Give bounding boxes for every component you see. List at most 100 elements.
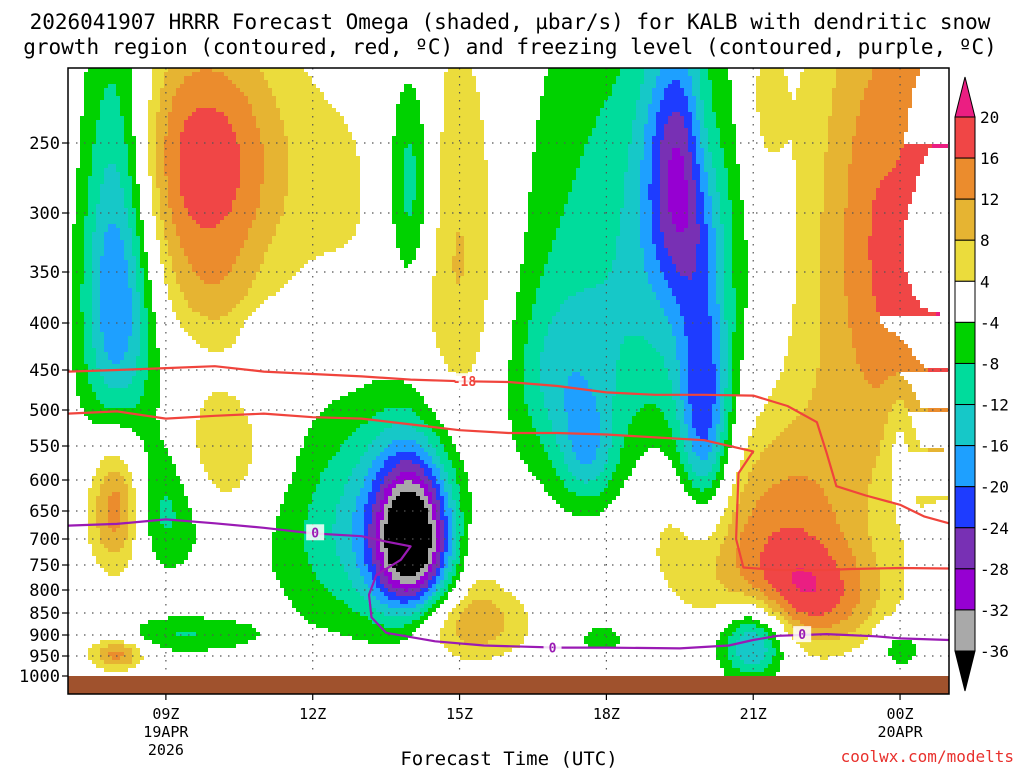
- omega-cell: [312, 424, 360, 428]
- omega-cell: [380, 432, 424, 436]
- omega-cell: [440, 476, 448, 480]
- omega-cell: [776, 600, 788, 604]
- omega-cell: [720, 664, 732, 668]
- omega-cell: [404, 148, 412, 152]
- omega-cell: [856, 560, 876, 564]
- omega-cell: [428, 600, 436, 604]
- omega-cell: [796, 280, 820, 284]
- omega-cell: [100, 192, 124, 196]
- omega-cell: [440, 436, 452, 440]
- omega-cell: [560, 448, 572, 452]
- omega-cell: [544, 268, 612, 272]
- omega-cell: [116, 168, 128, 172]
- omega-cell: [880, 312, 936, 316]
- omega-cell: [328, 588, 356, 592]
- omega-cell: [440, 156, 484, 160]
- omega-cell: [436, 496, 444, 500]
- omega-cell: [448, 612, 460, 616]
- omega-cell: [120, 548, 132, 552]
- omega-cell: [660, 156, 672, 160]
- omega-cell: [656, 84, 668, 88]
- omega-cell: [364, 452, 380, 456]
- omega-cell: [820, 484, 868, 488]
- omega-cell: [396, 236, 420, 240]
- omega-cell: [704, 112, 716, 116]
- omega-cell: [440, 556, 444, 560]
- omega-cell: [616, 464, 636, 468]
- omega-cell: [464, 248, 488, 252]
- omega-cell: [444, 544, 448, 548]
- omega-cell: [380, 528, 384, 532]
- colorbar-label: 4: [980, 272, 990, 291]
- omega-cell: [168, 496, 188, 500]
- omega-cell: [684, 168, 692, 172]
- omega-cell: [104, 544, 124, 548]
- omega-cell: [724, 256, 732, 260]
- omega-cell: [124, 356, 136, 360]
- omega-cell: [664, 452, 680, 456]
- omega-cell: [440, 216, 488, 220]
- omega-cell: [696, 100, 704, 104]
- omega-cell: [676, 336, 688, 340]
- omega-cell: [612, 400, 676, 404]
- omega-cell: [444, 552, 452, 556]
- omega-cell: [236, 304, 260, 308]
- omega-cell: [848, 168, 892, 172]
- omega-cell: [84, 344, 92, 348]
- omega-cell: [688, 400, 716, 404]
- omega-cell: [416, 196, 424, 200]
- omega-cell: [872, 220, 904, 224]
- omega-cell: [440, 176, 488, 180]
- omega-cell: [708, 304, 720, 308]
- x-tick-label: 09Z: [152, 705, 179, 723]
- omega-cell: [332, 536, 352, 540]
- omega-cell: [348, 392, 420, 396]
- omega-cell: [880, 440, 896, 444]
- omega-cell: [384, 516, 388, 520]
- omega-cell: [576, 476, 596, 480]
- omega-cell: [764, 544, 824, 548]
- omega-cell: [436, 256, 452, 260]
- omega-cell: [544, 444, 560, 448]
- omega-cell: [100, 656, 112, 660]
- omega-cell: [240, 168, 264, 172]
- omega-cell: [448, 500, 456, 504]
- omega-cell: [544, 488, 568, 492]
- omega-cell: [692, 128, 700, 132]
- omega-cell: [444, 76, 476, 80]
- omega-cell: [548, 412, 568, 416]
- omega-cell: [868, 496, 892, 500]
- omega-cell: [696, 136, 700, 140]
- omega-cell: [384, 480, 392, 484]
- omega-cell: [848, 188, 876, 192]
- omega-cell: [876, 460, 892, 464]
- omega-cell: [716, 240, 724, 244]
- omega-cell: [384, 508, 388, 512]
- omega-cell: [428, 564, 432, 568]
- omega-cell: [656, 248, 668, 252]
- omega-cell: [580, 156, 628, 160]
- grid-lines: [68, 68, 949, 676]
- omega-cell: [376, 584, 384, 588]
- omega-cell: [692, 604, 716, 608]
- omega-cell: [288, 176, 360, 180]
- omega-cell: [372, 504, 380, 508]
- omega-cell: [128, 516, 136, 520]
- omega-cell: [564, 460, 580, 464]
- omega-cell: [648, 272, 664, 276]
- omega-cell: [88, 176, 104, 180]
- omega-cell: [880, 384, 912, 388]
- omega-cell: [568, 416, 600, 420]
- omega-cell: [724, 252, 732, 256]
- omega-cell: [120, 184, 132, 188]
- omega-cell: [172, 208, 188, 212]
- omega-cell: [856, 360, 920, 364]
- omega-cell: [824, 204, 848, 208]
- omega-cell: [428, 500, 432, 504]
- omega-cell: [124, 196, 132, 200]
- omega-cell: [568, 192, 624, 196]
- omega-cell: [420, 496, 428, 500]
- omega-cell: [800, 72, 836, 76]
- omega-cell: [168, 124, 184, 128]
